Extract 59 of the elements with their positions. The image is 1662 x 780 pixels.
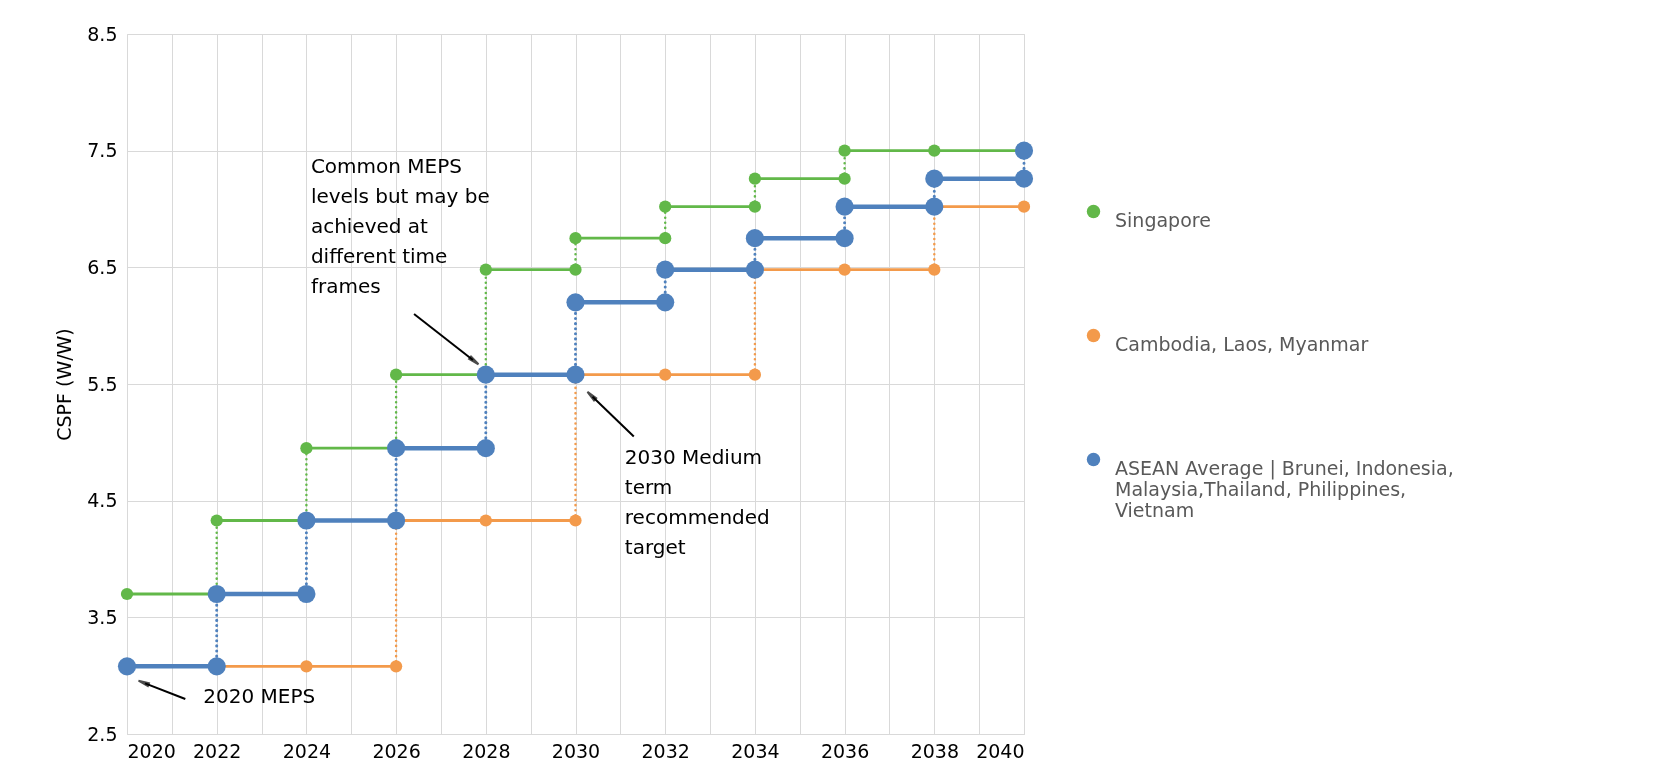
- point: [300, 442, 313, 455]
- annotation: Common MEPS levels but may be achieved at different time frames: [310, 153, 490, 298]
- point: [928, 144, 941, 157]
- point: [656, 260, 675, 279]
- x-tick-label: 2020: [127, 739, 176, 762]
- point: [479, 263, 492, 276]
- x-tick-label: 2026: [372, 739, 421, 762]
- y-tick-label: 4.5: [87, 489, 118, 512]
- annotation: 2030 Medium term recommended target: [624, 445, 770, 560]
- point: [835, 229, 854, 248]
- point: [1017, 200, 1031, 213]
- x-tick-label: 2034: [731, 739, 780, 762]
- point: [569, 514, 582, 527]
- legend-label: ASEAN Average | Brunei, Indonesia, Malaysia,Thailand, Philippines, Vietnam: [1115, 456, 1454, 521]
- point: [566, 293, 585, 312]
- point: [210, 514, 223, 527]
- y-tick-label: 5.5: [87, 372, 118, 395]
- point: [748, 200, 762, 213]
- point: [659, 200, 672, 213]
- x-tick-label: 2032: [641, 739, 690, 762]
- point: [297, 584, 316, 604]
- point: [389, 368, 403, 381]
- point: [479, 514, 492, 527]
- point: [748, 368, 762, 381]
- point: [120, 587, 134, 601]
- point: [659, 232, 672, 245]
- point: [838, 144, 851, 157]
- x-tick-label: 2028: [462, 739, 511, 762]
- y-tick-label: 8.5: [87, 22, 118, 45]
- point: [928, 263, 941, 276]
- x-tick-label: 2040: [976, 739, 1025, 762]
- x-tick-label: 2036: [820, 739, 870, 762]
- point: [838, 263, 851, 276]
- point: [569, 263, 582, 276]
- y-tick-label: 3.5: [87, 605, 118, 628]
- point: [1014, 169, 1034, 188]
- point: [476, 439, 495, 458]
- y-tick-label: 6.5: [87, 255, 118, 278]
- y-tick-label: 7.5: [87, 139, 118, 162]
- x-tick-label: 2030: [551, 739, 601, 762]
- point: [117, 657, 137, 676]
- point: [838, 172, 851, 185]
- x-tick-label: 2024: [282, 739, 332, 762]
- point: [659, 368, 672, 381]
- point: [389, 660, 403, 673]
- point: [569, 232, 582, 245]
- y-axis-title: CSPF (W/W): [53, 328, 76, 441]
- point: [835, 197, 854, 216]
- point: [745, 229, 764, 248]
- point: [656, 293, 675, 312]
- legend-label: Cambodia, Laos, Myanmar: [1115, 332, 1369, 355]
- point: [300, 660, 313, 673]
- x-tick-label: 2038: [910, 739, 959, 762]
- point: [748, 172, 762, 185]
- y-tick-label: 2.5: [87, 722, 118, 745]
- legend-label: Singapore: [1115, 208, 1211, 231]
- point: [925, 169, 944, 188]
- x-tick-label: 2022: [193, 739, 242, 762]
- annotation: 2020 MEPS: [203, 684, 316, 709]
